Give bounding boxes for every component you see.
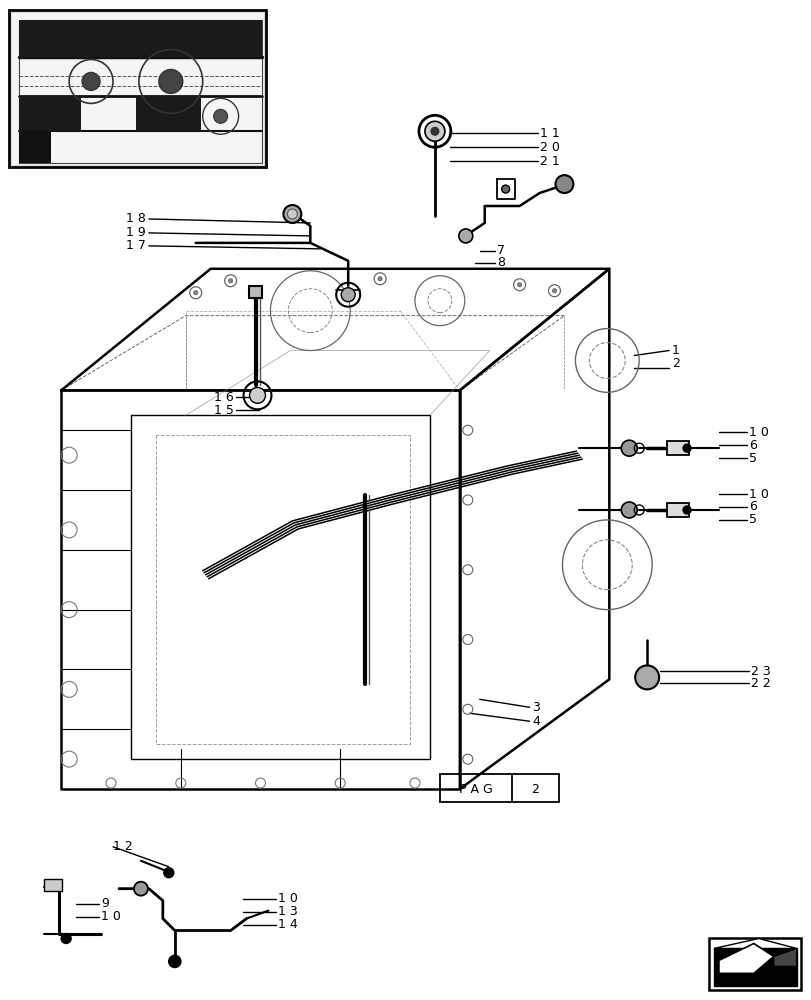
Text: 5: 5 <box>748 452 756 465</box>
Text: 1 5: 1 5 <box>213 404 234 417</box>
Polygon shape <box>718 943 773 973</box>
Circle shape <box>378 277 382 281</box>
Text: 6: 6 <box>748 500 756 513</box>
Text: 3: 3 <box>532 701 540 714</box>
Circle shape <box>634 665 659 689</box>
Circle shape <box>283 205 301 223</box>
Circle shape <box>169 955 181 967</box>
Polygon shape <box>19 131 51 163</box>
Circle shape <box>287 209 297 219</box>
Text: 1 2: 1 2 <box>113 840 132 853</box>
Text: 1 0: 1 0 <box>101 910 121 923</box>
Polygon shape <box>773 948 796 966</box>
Bar <box>248 286 262 298</box>
Bar <box>440 774 559 802</box>
Text: 1 9: 1 9 <box>126 226 145 239</box>
Circle shape <box>555 175 573 193</box>
Polygon shape <box>135 96 200 131</box>
Circle shape <box>501 185 509 193</box>
Polygon shape <box>713 938 796 948</box>
Bar <box>667 441 689 455</box>
Circle shape <box>458 229 472 243</box>
Circle shape <box>134 882 148 896</box>
Circle shape <box>229 279 232 283</box>
Text: 1 3: 1 3 <box>278 905 298 918</box>
Text: 2: 2 <box>672 357 679 370</box>
Bar <box>708 938 800 990</box>
Circle shape <box>682 444 690 452</box>
Text: 1 4: 1 4 <box>278 918 298 931</box>
Text: 1 0: 1 0 <box>748 488 768 501</box>
Circle shape <box>341 288 354 302</box>
Text: 9: 9 <box>101 897 109 910</box>
Text: P A G: P A G <box>458 783 492 796</box>
Circle shape <box>431 127 439 135</box>
Bar <box>44 879 62 891</box>
Bar <box>10 10 266 167</box>
Text: 7: 7 <box>496 244 504 257</box>
Circle shape <box>164 868 174 878</box>
Polygon shape <box>19 96 81 131</box>
Text: 1 0: 1 0 <box>278 892 298 905</box>
Text: 6: 6 <box>748 439 756 452</box>
Circle shape <box>424 121 444 141</box>
Text: 1 7: 1 7 <box>126 239 146 252</box>
Circle shape <box>620 440 637 456</box>
Text: 1 8: 1 8 <box>126 212 146 225</box>
Bar <box>11 12 264 165</box>
Text: 5: 5 <box>748 513 756 526</box>
Circle shape <box>620 502 637 518</box>
Circle shape <box>249 387 265 403</box>
Circle shape <box>61 934 71 943</box>
Text: 2 3: 2 3 <box>750 665 770 678</box>
Text: 1 0: 1 0 <box>748 426 768 439</box>
Text: 8: 8 <box>496 256 504 269</box>
Text: 4: 4 <box>532 715 540 728</box>
Text: 2: 2 <box>531 783 539 796</box>
Bar <box>667 503 689 517</box>
Circle shape <box>517 283 521 287</box>
Text: 1 6: 1 6 <box>213 391 233 404</box>
Text: 2 0: 2 0 <box>539 141 559 154</box>
Circle shape <box>82 72 100 90</box>
Text: 1 1: 1 1 <box>539 127 559 140</box>
Circle shape <box>551 289 556 293</box>
Circle shape <box>194 291 197 295</box>
Circle shape <box>682 506 690 514</box>
Text: 1: 1 <box>672 344 679 357</box>
Circle shape <box>213 109 227 123</box>
Text: 2 1: 2 1 <box>539 155 559 168</box>
Text: 2 2: 2 2 <box>750 677 770 690</box>
Polygon shape <box>19 20 262 57</box>
Polygon shape <box>713 948 796 986</box>
Circle shape <box>159 69 182 93</box>
